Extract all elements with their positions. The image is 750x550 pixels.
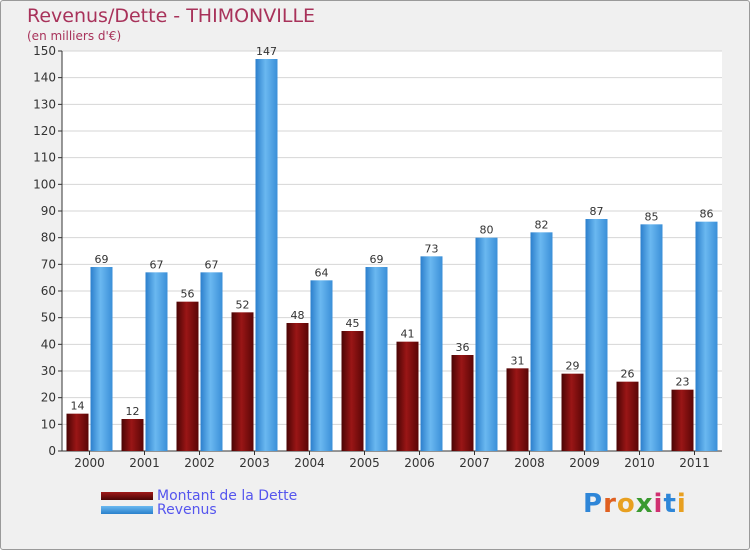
y-tick-label: 20 <box>41 391 56 405</box>
y-tick-label: 40 <box>41 337 56 351</box>
y-tick-label: 120 <box>33 124 56 138</box>
data-label-dette: 48 <box>291 309 305 322</box>
y-tick-label: 140 <box>33 71 56 85</box>
x-tick-label: 2004 <box>294 456 325 470</box>
logo-letter: x <box>635 489 654 519</box>
chart-subtitle: (en milliers d'€) <box>27 29 122 43</box>
legend-swatch-dette <box>101 492 153 500</box>
data-label-revenus: 86 <box>700 208 714 221</box>
data-label-dette: 52 <box>236 298 250 311</box>
bar-dette <box>451 355 474 451</box>
x-tick-label: 2000 <box>74 456 105 470</box>
data-label-dette: 41 <box>401 328 415 341</box>
bar-revenus <box>365 267 388 451</box>
bar-revenus <box>420 256 443 451</box>
y-tick-label: 90 <box>41 204 56 218</box>
y-tick-label: 100 <box>33 177 56 191</box>
logo-letter: i <box>653 489 664 519</box>
y-tick-label: 10 <box>41 417 56 431</box>
bar-revenus <box>310 280 333 451</box>
bar-revenus <box>475 237 498 451</box>
bar-revenus <box>695 221 718 451</box>
y-tick-label: 50 <box>41 311 56 325</box>
data-label-dette: 45 <box>346 317 360 330</box>
data-label-revenus: 73 <box>425 242 439 255</box>
proxiti-logo: Proxiti <box>583 489 687 519</box>
x-tick-label: 2011 <box>679 456 710 470</box>
data-label-revenus: 85 <box>645 210 659 223</box>
data-label-dette: 36 <box>456 341 470 354</box>
legend-swatch-revenus <box>101 506 153 514</box>
legend-label-dette: Montant de la Dette <box>157 488 298 504</box>
y-tick-label: 0 <box>48 444 56 458</box>
logo-letter: o <box>616 489 636 519</box>
logo-letter: r <box>603 489 617 519</box>
bar-dette <box>341 331 364 451</box>
data-label-revenus: 87 <box>590 205 604 218</box>
bar-dette <box>286 323 309 451</box>
data-label-revenus: 80 <box>480 224 494 237</box>
data-label-dette: 31 <box>511 354 525 367</box>
x-tick-label: 2001 <box>129 456 160 470</box>
x-tick-label: 2007 <box>459 456 490 470</box>
bar-dette <box>561 373 584 451</box>
data-label-revenus: 67 <box>150 258 164 271</box>
data-label-revenus: 69 <box>95 253 109 266</box>
bar-dette <box>121 419 144 451</box>
x-tick-label: 2006 <box>404 456 435 470</box>
data-label-revenus: 69 <box>370 253 384 266</box>
bar-dette <box>396 341 419 451</box>
logo-letter: P <box>583 489 604 519</box>
data-label-dette: 23 <box>676 376 690 389</box>
data-label-dette: 29 <box>566 360 580 373</box>
bar-revenus <box>585 219 608 451</box>
bar-revenus <box>145 272 168 451</box>
y-tick-label: 60 <box>41 284 56 298</box>
y-tick-label: 150 <box>33 44 56 58</box>
bar-revenus <box>255 59 278 451</box>
legend-item-revenus: Revenus <box>101 502 217 518</box>
bar-dette <box>671 389 694 451</box>
legend-item-dette: Montant de la Dette <box>101 488 297 504</box>
y-tick-label: 70 <box>41 257 56 271</box>
bar-dette <box>506 368 529 451</box>
x-tick-label: 2002 <box>184 456 215 470</box>
bar-dette <box>231 312 254 451</box>
y-tick-label: 30 <box>41 364 56 378</box>
data-label-revenus: 64 <box>315 266 329 279</box>
data-label-dette: 26 <box>621 368 635 381</box>
data-label-revenus: 67 <box>205 258 219 271</box>
data-label-revenus: 147 <box>256 45 277 58</box>
x-tick-label: 2003 <box>239 456 270 470</box>
logo-letter: i <box>676 489 687 519</box>
y-tick-label: 110 <box>33 151 56 165</box>
data-label-dette: 56 <box>181 288 195 301</box>
y-tick-label: 80 <box>41 231 56 245</box>
bar-dette <box>616 381 639 451</box>
x-tick-label: 2008 <box>514 456 545 470</box>
plot-area <box>62 51 722 451</box>
data-label-dette: 12 <box>126 405 140 418</box>
x-tick-label: 2005 <box>349 456 380 470</box>
x-tick-label: 2009 <box>569 456 600 470</box>
bar-revenus <box>200 272 223 451</box>
chart-title: Revenus/Dette - THIMONVILLE <box>27 5 316 27</box>
bar-revenus <box>640 224 663 451</box>
y-tick-label: 130 <box>33 97 56 111</box>
x-tick-label: 2010 <box>624 456 655 470</box>
bar-revenus <box>90 267 113 451</box>
bar-dette <box>176 301 199 451</box>
legend-label-revenus: Revenus <box>157 502 217 518</box>
logo-letter: t <box>663 489 677 519</box>
data-label-dette: 14 <box>71 400 85 413</box>
bar-dette <box>66 413 89 451</box>
data-label-revenus: 82 <box>535 218 549 231</box>
bar-revenus <box>530 232 553 451</box>
